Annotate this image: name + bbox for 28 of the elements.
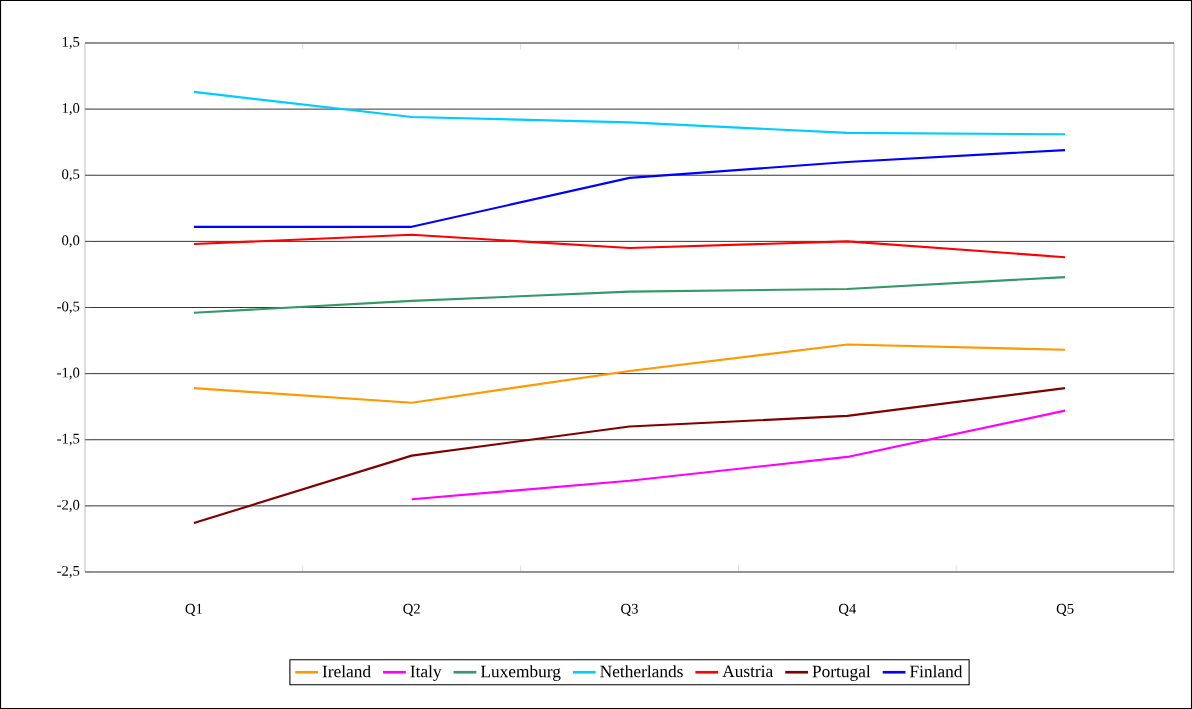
x-tick-label: Q3 (621, 603, 638, 616)
y-tick-label: -0,5 (57, 301, 80, 314)
y-tick-label: 1,0 (62, 103, 80, 116)
y-tick-label: 1,5 (62, 37, 80, 49)
x-tick-label: Q1 (185, 603, 202, 616)
line-series (192, 343, 1067, 404)
line-series (192, 90, 1067, 136)
legend-label: Portugal (812, 665, 871, 681)
legend-label: Luxemburg (480, 665, 561, 681)
legend-label: Finland (909, 665, 963, 678)
legend-label: Italy (410, 665, 442, 681)
x-tick-label: Q4 (838, 603, 857, 616)
line-series (192, 149, 1067, 228)
line-series (192, 233, 1067, 259)
legend-label: Netherlands (600, 665, 683, 678)
y-tick-label: -2,0 (57, 499, 80, 512)
y-tick-label: 0,5 (62, 169, 80, 182)
line-series (192, 276, 1067, 314)
line-series (410, 409, 1067, 501)
y-tick-label: -1,5 (57, 433, 80, 446)
legend-label: Austria (722, 665, 773, 678)
legend-label: Ireland (322, 665, 371, 678)
x-tick-label: Q2 (403, 603, 420, 616)
y-tick-label: -1,0 (57, 367, 80, 380)
x-tick-label: Q5 (1056, 603, 1074, 616)
y-tick-label: -2,5 (57, 566, 80, 578)
y-tick-label: 0,0 (62, 235, 80, 248)
line-series (192, 387, 1067, 525)
